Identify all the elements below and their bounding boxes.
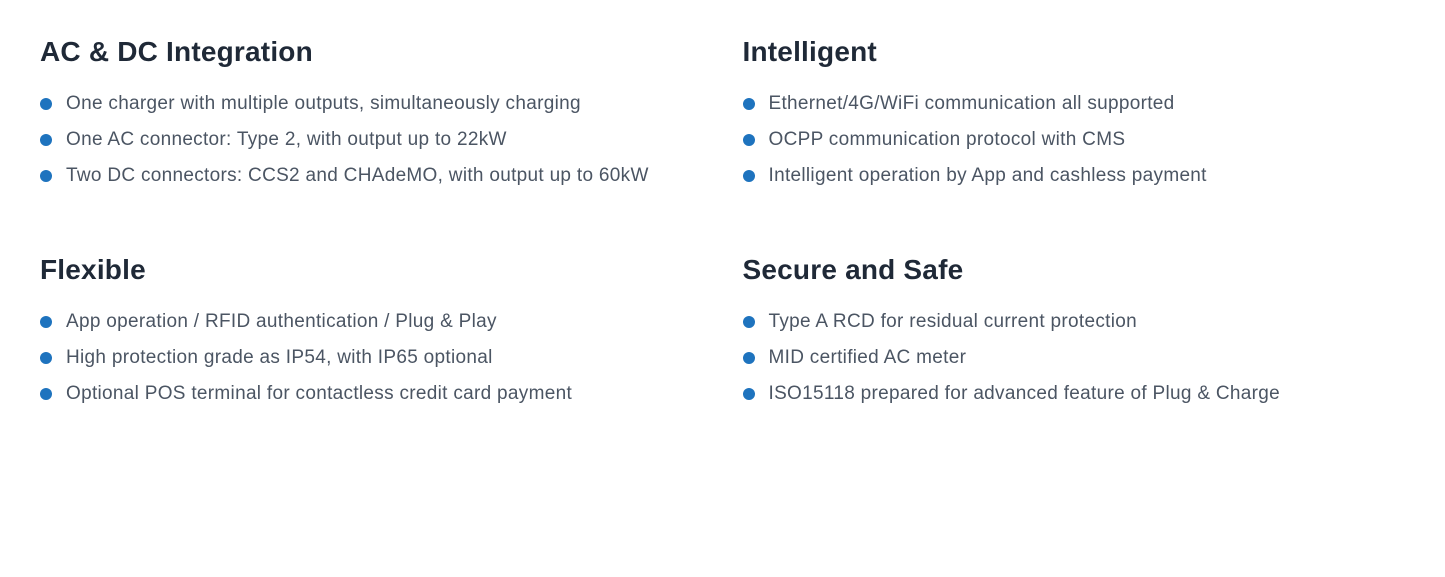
section-secure-and-safe: Secure and Safe Type A RCD for residual … [743, 254, 1406, 412]
list-item: Optional POS terminal for contactless cr… [40, 376, 703, 412]
section-heading: Intelligent [743, 36, 1406, 68]
list-item: MID certified AC meter [743, 340, 1406, 376]
list-item: One AC connector: Type 2, with output up… [40, 122, 703, 158]
list-item: Two DC connectors: CCS2 and CHAdeMO, wit… [40, 158, 703, 194]
list-item: ISO15118 prepared for advanced feature o… [743, 376, 1406, 412]
section-list: Ethernet/4G/WiFi communication all suppo… [743, 86, 1406, 194]
section-ac-dc-integration: AC & DC Integration One charger with mul… [40, 36, 703, 194]
section-flexible: Flexible App operation / RFID authentica… [40, 254, 703, 412]
section-list: Type A RCD for residual current protecti… [743, 304, 1406, 412]
list-item: App operation / RFID authentication / Pl… [40, 304, 703, 340]
section-list: App operation / RFID authentication / Pl… [40, 304, 703, 412]
list-item: Intelligent operation by App and cashles… [743, 158, 1406, 194]
list-item: One charger with multiple outputs, simul… [40, 86, 703, 122]
list-item: Ethernet/4G/WiFi communication all suppo… [743, 86, 1406, 122]
section-intelligent: Intelligent Ethernet/4G/WiFi communicati… [743, 36, 1406, 194]
list-item: Type A RCD for residual current protecti… [743, 304, 1406, 340]
section-heading: Flexible [40, 254, 703, 286]
section-heading: AC & DC Integration [40, 36, 703, 68]
list-item: High protection grade as IP54, with IP65… [40, 340, 703, 376]
section-list: One charger with multiple outputs, simul… [40, 86, 703, 194]
section-heading: Secure and Safe [743, 254, 1406, 286]
list-item: OCPP communication protocol with CMS [743, 122, 1406, 158]
feature-grid: AC & DC Integration One charger with mul… [40, 36, 1405, 413]
